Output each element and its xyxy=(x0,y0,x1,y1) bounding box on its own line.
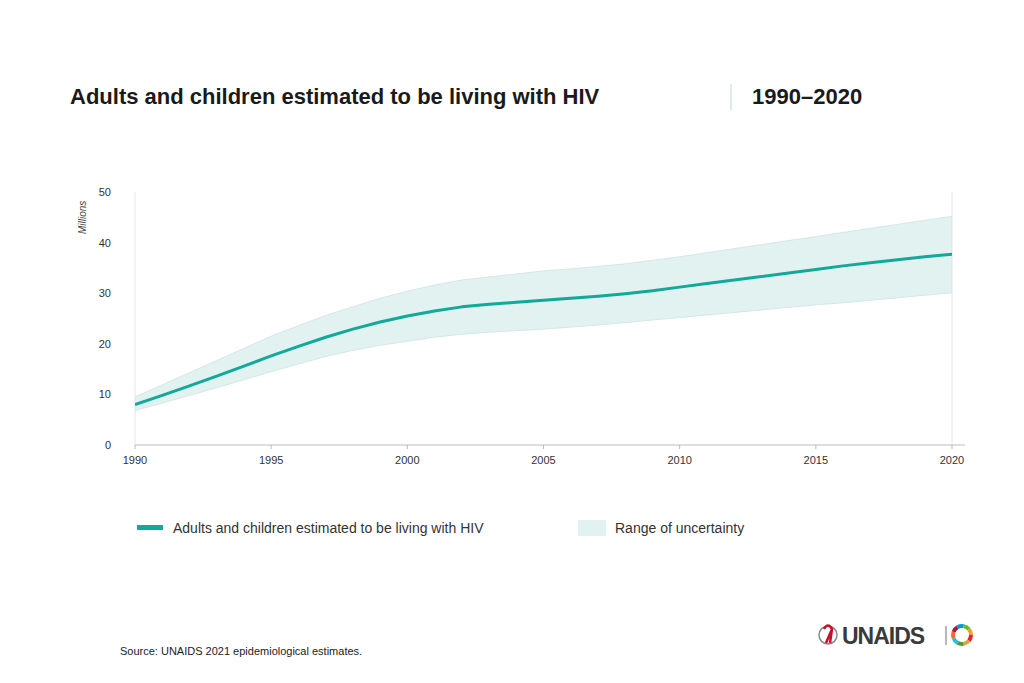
x-tick-label: 2000 xyxy=(395,454,419,466)
y-tick-label: 10 xyxy=(99,388,111,400)
y-tick-label: 0 xyxy=(105,439,111,451)
logo-emblem xyxy=(819,626,837,644)
y-tick xyxy=(131,394,135,395)
x-tick xyxy=(407,445,408,449)
y-tick-label: 50 xyxy=(99,186,111,198)
y-tick xyxy=(131,343,135,344)
legend-swatch xyxy=(578,520,606,536)
y-tick xyxy=(131,242,135,243)
x-tick xyxy=(679,445,680,449)
series-line xyxy=(135,254,952,404)
uncertainty-band xyxy=(135,216,952,410)
x-tick xyxy=(815,445,816,449)
x-tick-label: 1995 xyxy=(259,454,283,466)
y-tick xyxy=(131,192,135,193)
x-tick xyxy=(543,445,544,449)
y-tick xyxy=(131,293,135,294)
y-tick xyxy=(131,445,135,446)
x-axis-line xyxy=(135,445,965,446)
logo-wheel xyxy=(958,626,964,627)
x-tick xyxy=(952,445,953,449)
legend-swatch xyxy=(137,525,163,530)
chart: Adults and children estimated to be livi… xyxy=(0,0,1024,683)
x-tick-label: 1990 xyxy=(123,454,147,466)
legend-label: Range of uncertainty xyxy=(615,520,744,536)
logo-wheel xyxy=(964,641,969,644)
logo-wheel xyxy=(969,635,971,641)
logo-wheel xyxy=(954,638,958,643)
y-axis-label: Millions xyxy=(77,201,88,234)
logo: UNAIDS xyxy=(819,623,971,649)
title-separator xyxy=(730,84,732,110)
plot-area xyxy=(135,216,952,410)
x-tick-label: 2005 xyxy=(531,454,555,466)
x-tick xyxy=(135,445,136,449)
y-tick-label: 40 xyxy=(99,237,111,249)
logo-ribbon xyxy=(824,626,832,644)
logo-text: UNAIDS xyxy=(842,623,925,649)
x-tick-label: 2020 xyxy=(940,454,964,466)
x-tick-label: 2015 xyxy=(804,454,828,466)
y-tick-label: 30 xyxy=(99,287,111,299)
title: Adults and children estimated to be livi… xyxy=(70,84,600,109)
x-tick-label: 2010 xyxy=(667,454,691,466)
logo-separator xyxy=(945,626,946,645)
logo-wheel xyxy=(969,629,971,635)
source-note: Source: UNAIDS 2021 epidemiological esti… xyxy=(120,645,362,657)
logo-wheel xyxy=(954,627,958,632)
legend-label: Adults and children estimated to be livi… xyxy=(173,520,484,536)
logo-wheel xyxy=(964,626,969,629)
subtitle: 1990–2020 xyxy=(752,84,862,109)
logo-wheel xyxy=(958,643,964,644)
x-tick xyxy=(271,445,272,449)
logo-wheel xyxy=(951,632,956,638)
y-tick-label: 20 xyxy=(99,338,111,350)
